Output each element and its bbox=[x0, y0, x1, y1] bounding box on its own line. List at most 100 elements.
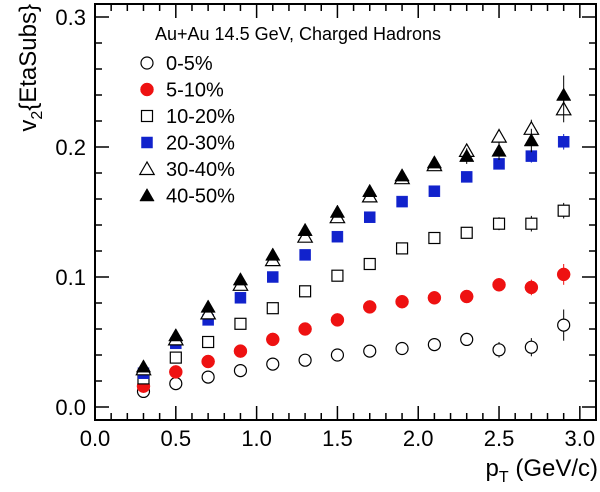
data-point bbox=[362, 183, 378, 197]
legend-item: 20-30% bbox=[141, 133, 235, 155]
legend-item: 40-50% bbox=[139, 186, 235, 208]
x-tick-label: 2.5 bbox=[484, 426, 515, 451]
data-point bbox=[396, 195, 408, 208]
series-layer bbox=[135, 75, 572, 398]
data-point bbox=[426, 155, 443, 169]
legend-label: 10-20% bbox=[166, 106, 235, 128]
data-point bbox=[427, 291, 442, 305]
data-point bbox=[265, 247, 281, 261]
legend-item: 30-40% bbox=[138, 159, 235, 181]
series-10-20% bbox=[137, 202, 570, 385]
legend-marker bbox=[140, 82, 154, 97]
data-point bbox=[266, 332, 280, 347]
data-point bbox=[394, 168, 410, 182]
legend-marker bbox=[140, 56, 154, 70]
legend-item: 0-5% bbox=[140, 53, 213, 75]
x-tick-label: 0.0 bbox=[80, 426, 111, 451]
data-point bbox=[428, 185, 441, 197]
data-point bbox=[331, 269, 344, 282]
data-point bbox=[395, 242, 409, 255]
data-point bbox=[524, 340, 538, 354]
data-point bbox=[363, 211, 376, 223]
x-axis-label-rest: (GeV/c) bbox=[509, 455, 598, 482]
data-point bbox=[169, 365, 183, 379]
legend-marker bbox=[139, 187, 155, 202]
y-axis-label-rest: {EtaSubs} bbox=[15, 4, 42, 111]
data-point bbox=[234, 317, 247, 330]
data-point bbox=[202, 335, 215, 349]
legend-label: 20-30% bbox=[166, 133, 235, 155]
data-point bbox=[331, 230, 344, 243]
data-point bbox=[557, 136, 570, 148]
x-tick-label: 2.0 bbox=[403, 426, 434, 451]
x-tick-label: 1.0 bbox=[241, 426, 272, 451]
legend-marker bbox=[140, 109, 154, 123]
data-point bbox=[233, 364, 248, 378]
chart-title: Au+Au 14.5 GeV, Charged Hadrons bbox=[155, 24, 441, 44]
plot-frame bbox=[94, 3, 597, 421]
data-point bbox=[234, 292, 247, 304]
data-point bbox=[493, 158, 505, 170]
data-point bbox=[135, 359, 152, 373]
data-point bbox=[523, 132, 539, 147]
y-tick-label: 0.0 bbox=[55, 395, 86, 420]
y-tick-label: 0.2 bbox=[55, 135, 86, 160]
legend-marker bbox=[141, 136, 153, 149]
x-tick-label: 0.5 bbox=[161, 426, 192, 451]
data-point bbox=[556, 87, 572, 101]
data-point bbox=[266, 357, 280, 371]
data-point bbox=[168, 327, 184, 342]
x-axis-label-main: p bbox=[486, 455, 499, 482]
y-axis-label: v2{EtaSubs} bbox=[15, 4, 46, 132]
y-axis-label-main: v bbox=[15, 120, 42, 132]
data-point bbox=[267, 271, 279, 283]
data-point bbox=[395, 341, 409, 356]
x-tick-label: 1.5 bbox=[322, 426, 353, 451]
x-axis-label-sub: T bbox=[499, 469, 509, 486]
legend-label: 40-50% bbox=[166, 186, 235, 208]
data-point bbox=[460, 171, 473, 183]
data-point bbox=[556, 267, 571, 282]
data-point bbox=[428, 231, 441, 245]
axis-ticks bbox=[94, 4, 597, 420]
data-point bbox=[298, 322, 312, 336]
data-point bbox=[233, 344, 248, 358]
data-point bbox=[329, 204, 346, 218]
series-0-5% bbox=[136, 309, 571, 398]
y-axis-label-sub: 2 bbox=[29, 111, 46, 120]
legend-label: 5-10% bbox=[166, 80, 224, 102]
data-point bbox=[492, 343, 506, 357]
data-point bbox=[363, 257, 376, 271]
legend-item: 10-20% bbox=[140, 106, 235, 128]
legend-label: 0-5% bbox=[166, 53, 213, 75]
y-tick-label: 0.1 bbox=[55, 265, 86, 290]
x-axis-label: pT (GeV/c) bbox=[486, 455, 598, 486]
data-point bbox=[395, 294, 409, 309]
data-point bbox=[427, 338, 441, 352]
data-point bbox=[169, 377, 183, 391]
data-point bbox=[557, 318, 571, 332]
legend: 0-5% 5-10% 10-20% 20-30% 30-40% 40-50% bbox=[138, 53, 235, 208]
data-point bbox=[524, 280, 539, 295]
data-point bbox=[525, 217, 538, 230]
y-tick-labels: 0.0 0.1 0.2 0.3 bbox=[55, 5, 86, 420]
legend-label: 30-40% bbox=[166, 159, 235, 181]
data-point bbox=[169, 351, 182, 364]
data-point bbox=[459, 148, 475, 162]
data-point bbox=[201, 354, 215, 369]
y-tick-label: 0.3 bbox=[55, 5, 86, 30]
series-5-10% bbox=[136, 264, 571, 393]
data-point bbox=[298, 285, 312, 298]
data-point bbox=[330, 313, 345, 327]
data-point bbox=[298, 353, 312, 367]
data-point bbox=[330, 348, 345, 362]
data-point bbox=[362, 300, 377, 314]
data-point bbox=[492, 217, 506, 230]
data-point bbox=[201, 370, 215, 384]
data-point bbox=[491, 143, 507, 157]
data-point bbox=[363, 344, 377, 358]
data-point bbox=[232, 272, 249, 286]
data-point bbox=[297, 222, 313, 236]
data-point bbox=[525, 150, 538, 162]
